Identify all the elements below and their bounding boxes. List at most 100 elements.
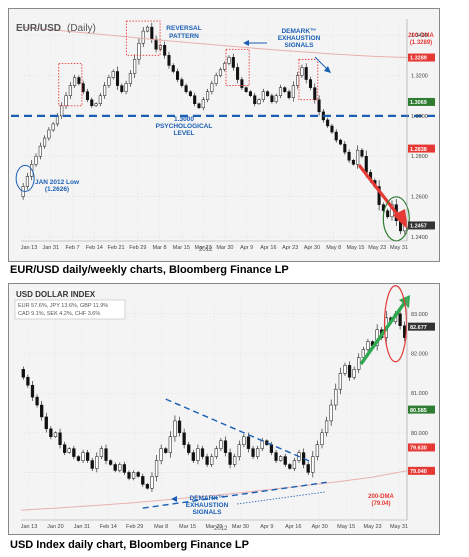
candle-body — [279, 456, 283, 461]
candle-body — [315, 444, 320, 457]
candle-body — [150, 26, 154, 40]
x-tick-label: Mar 30 — [232, 524, 249, 530]
currency-weights-box — [14, 299, 126, 320]
price-tag-label: 80.585 — [410, 408, 427, 414]
candle-body — [128, 73, 132, 84]
candle-body — [240, 79, 244, 88]
y-tick-label: 1.2400 — [411, 235, 428, 241]
candle-body — [292, 460, 297, 469]
candle-body — [154, 38, 158, 50]
downtrend-arrowhead — [393, 209, 408, 230]
candle-body — [55, 115, 59, 125]
candle-body — [347, 151, 351, 161]
candle-body — [196, 448, 200, 461]
candle-body — [131, 472, 136, 479]
candle-body — [218, 69, 222, 76]
candle-body — [223, 440, 228, 453]
candle-body — [124, 83, 128, 92]
y-tick-label: 1.2800 — [411, 154, 428, 160]
candle-body — [180, 79, 184, 86]
candle-body — [356, 149, 360, 165]
x-tick-label: Apr 9 — [240, 245, 253, 251]
candle-body — [118, 464, 122, 471]
candle-body — [141, 476, 145, 485]
candle-body — [306, 464, 310, 473]
candle-body — [338, 373, 342, 390]
demark-arrowhead-right — [324, 66, 331, 73]
candle-body — [386, 210, 390, 218]
candle-body — [352, 369, 356, 378]
x-tick-label: Feb 14 — [86, 245, 103, 251]
jan-low-circle — [15, 164, 35, 192]
y-tick-label: 1.3400 — [411, 33, 428, 39]
candle-body — [171, 65, 175, 72]
candle-body — [86, 452, 90, 461]
reversal-pattern-label-line-1: PATTERN — [169, 33, 199, 40]
x-tick-label: May 23 — [368, 245, 386, 251]
x-tick-label: Jan 31 — [43, 245, 60, 251]
candle-body — [58, 432, 62, 445]
candle-body — [311, 456, 315, 473]
demark-label-2-line-0: DEMARK™ — [189, 495, 224, 502]
psychological-level-label-line-2: LEVEL — [174, 130, 195, 137]
candle-body — [191, 452, 195, 461]
candle-body — [76, 456, 81, 461]
candle-body — [377, 186, 381, 205]
candle-body — [197, 103, 201, 109]
candle-body — [261, 91, 265, 100]
candle-body — [60, 105, 64, 117]
candle-body — [127, 472, 131, 479]
candle-body — [233, 456, 237, 465]
candle-body — [210, 83, 214, 92]
candle-body — [26, 377, 30, 386]
candle-body — [103, 85, 107, 96]
candle-body — [193, 95, 197, 105]
candle-body — [347, 365, 352, 378]
x-tick-label: Apr 30 — [312, 524, 328, 530]
dma-200-line — [20, 26, 408, 58]
candle-body — [120, 85, 124, 92]
demark-label-line-0: DEMARK™ — [281, 28, 316, 35]
candle-body — [274, 452, 278, 461]
candle-body — [95, 456, 99, 469]
candle-body — [200, 448, 205, 457]
y-tick-label: 1.3200 — [411, 74, 428, 80]
triangle-lower-line — [142, 481, 327, 509]
candle-body — [133, 59, 137, 74]
candle-body — [94, 103, 98, 107]
reversal-pattern-box — [125, 20, 161, 56]
candle-body — [242, 436, 246, 445]
candle-body — [35, 396, 39, 406]
demark-arrowhead-2 — [171, 496, 177, 502]
candle-body — [30, 384, 35, 398]
candle-body — [81, 83, 85, 92]
demark-label-line-2: SIGNALS — [285, 42, 315, 49]
candle-body — [343, 143, 347, 153]
x-tick-label: Apr 30 — [304, 245, 320, 251]
candle-body — [111, 71, 115, 78]
dma-200-line — [20, 470, 408, 511]
x-tick-label: Apr 16 — [285, 524, 301, 530]
candle-body — [47, 129, 51, 139]
candle-body — [21, 369, 25, 378]
candle-body — [163, 44, 167, 56]
candle-body — [324, 420, 329, 434]
jan-low-label-line-0: JAN 2012 Low — [35, 179, 80, 186]
candle-body — [256, 448, 260, 457]
candle-body — [77, 77, 81, 84]
candle-body — [343, 365, 347, 374]
candle-body — [308, 79, 313, 88]
candle-body — [90, 460, 94, 469]
candle-body — [244, 87, 248, 92]
jan-low-label-line-1: (1.2626) — [45, 186, 69, 193]
chart1-caption: EUR/USD daily/weekly charts, Bloomberg F… — [10, 264, 289, 276]
eurusd-chart-panel: 1.3000 PSYCHOLOGICAL LEVEL REVERSAL PATTERN D… — [8, 8, 440, 262]
candle-body — [361, 349, 365, 358]
candle-body — [248, 91, 252, 96]
x-tick-label: Feb 7 — [65, 245, 79, 251]
candle-body — [136, 472, 140, 477]
candle-body — [228, 452, 232, 465]
candle-body — [98, 95, 102, 105]
x-tick-label: Feb 29 — [129, 245, 146, 251]
